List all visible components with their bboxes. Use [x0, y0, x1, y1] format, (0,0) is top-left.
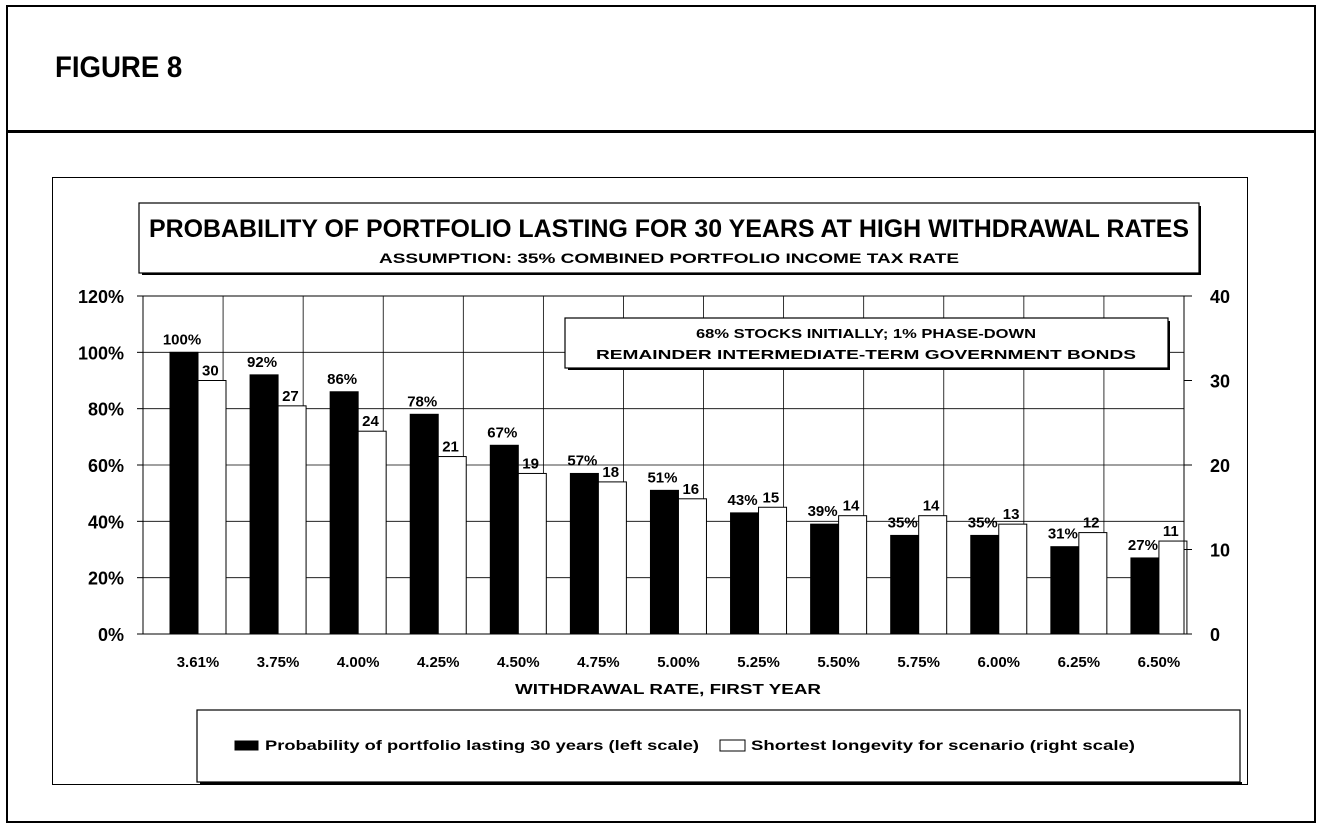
probability-label: 100% [163, 331, 201, 348]
right-tick-label: 40 [1210, 287, 1230, 307]
bar-probability [169, 351, 199, 635]
annotation-line-2: REMAINDER INTERMEDIATE-TERM GOVERNMENT B… [596, 347, 1136, 362]
probability-label: 35% [888, 514, 918, 531]
bar-probability [970, 534, 1000, 635]
probability-label: 92% [247, 354, 277, 371]
left-tick-label: 60% [88, 456, 124, 476]
probability-label: 31% [1048, 526, 1078, 543]
x-tick-label: 5.00% [657, 654, 700, 671]
probability-label: 57% [567, 452, 597, 469]
x-tick-label: 6.25% [1058, 654, 1101, 671]
axes: 0% 20% 40% 60% 80% 100% 120% 0 10 20 30 40 3.61% 3.75… [78, 287, 1230, 671]
bar-longevity [437, 456, 467, 635]
x-tick-label: 3.75% [257, 654, 300, 671]
x-tick-label: 5.25% [737, 654, 780, 671]
x-tick-label: 5.50% [817, 654, 860, 671]
bar-longevity [998, 523, 1028, 635]
legend-label-longevity: Shortest longevity for scenario (right s… [751, 737, 1135, 753]
bar-probability [329, 391, 359, 635]
chart-frame [52, 177, 1248, 785]
x-tick-label: 4.50% [497, 654, 540, 671]
bar-longevity [918, 515, 948, 635]
left-tick-label: 120% [78, 287, 124, 307]
bar-probability [1130, 557, 1160, 635]
longevity-label: 13 [1003, 506, 1020, 523]
x-tick-label: 6.50% [1138, 654, 1181, 671]
x-tick-label: 6.00% [977, 654, 1020, 671]
x-axis-title: WITHDRAWAL RATE, FIRST YEAR [515, 681, 821, 698]
legend-swatch-longevity [719, 739, 746, 752]
x-tick-label: 4.75% [577, 654, 620, 671]
bars [169, 351, 1188, 635]
longevity-label: 18 [602, 464, 619, 481]
legend-label-probability: Probability of portfolio lasting 30 year… [265, 737, 699, 753]
annotation-box [564, 317, 1169, 369]
right-tick-label: 30 [1210, 372, 1230, 392]
bar-longevity [197, 380, 227, 635]
left-tick-label: 20% [88, 569, 124, 589]
longevity-label: 14 [843, 498, 860, 515]
probability-label: 67% [487, 424, 517, 441]
data-labels: 100%30 92% 27 86% 24 78% 21 67% 19 57% 18 51% 16 43% 1… [163, 331, 1179, 554]
probability-label: 27% [1128, 537, 1158, 554]
longevity-label: 19 [522, 455, 539, 472]
bar-probability [249, 374, 279, 635]
bar-longevity [277, 405, 307, 635]
figure-frame: FIGURE 8 [6, 5, 1316, 823]
chart-title: PROBABILITY OF PORTFOLIO LASTING FOR 30 … [149, 215, 1189, 243]
longevity-label: 24 [362, 413, 379, 430]
longevity-label: 11 [1163, 523, 1179, 540]
right-tick-label: 10 [1210, 541, 1230, 561]
probability-label: 43% [728, 492, 758, 509]
longevity-label: 12 [1083, 515, 1100, 532]
left-tick-label: 100% [78, 343, 124, 363]
probability-label: 51% [647, 469, 677, 486]
bar-probability [1050, 546, 1080, 635]
bar-longevity [1078, 532, 1108, 635]
longevity-label: 27 [282, 388, 299, 405]
longevity-label: 30 [202, 363, 219, 380]
probability-label: 86% [327, 371, 357, 388]
longevity-label: 21 [442, 439, 459, 456]
left-tick-label: 40% [88, 512, 124, 532]
figure-label: FIGURE 8 [55, 51, 183, 84]
bar-probability [569, 472, 599, 635]
bar-longevity [517, 472, 547, 635]
bar-probability [489, 444, 519, 635]
bar-probability [730, 512, 760, 635]
bar-longevity [758, 506, 788, 635]
probability-label: 39% [808, 503, 838, 520]
left-tick-label: 80% [88, 400, 124, 420]
right-tick-label: 20 [1210, 456, 1230, 476]
bar-longevity [677, 498, 707, 635]
probability-label: 78% [407, 393, 437, 410]
x-tick-label: 5.75% [897, 654, 940, 671]
longevity-label: 15 [763, 489, 780, 506]
legend-swatch-probability [234, 740, 259, 751]
annotation-line-1: 68% STOCKS INITIALLY; 1% PHASE-DOWN [696, 326, 1036, 341]
bar-probability [810, 523, 840, 635]
right-tick-label: 0 [1210, 625, 1220, 645]
chart-subtitle: ASSUMPTION: 35% COMBINED PORTFOLIO INCOM… [379, 250, 959, 266]
probability-label: 35% [968, 514, 998, 531]
legend-box [196, 709, 1241, 783]
bar-probability [890, 534, 920, 635]
bar-probability [649, 489, 679, 635]
bar-longevity [357, 430, 387, 635]
bar-longevity [838, 515, 868, 635]
x-tick-label: 4.25% [417, 654, 460, 671]
figure-header: FIGURE 8 [8, 7, 1314, 133]
longevity-label: 14 [923, 498, 940, 515]
longevity-label: 16 [682, 481, 699, 498]
x-tick-label: 4.00% [337, 654, 380, 671]
x-tick-label: 3.61% [177, 654, 220, 671]
left-tick-label: 0% [98, 625, 124, 645]
bar-longevity [1158, 540, 1188, 635]
bar-probability [409, 413, 439, 635]
bar-longevity [597, 481, 627, 635]
